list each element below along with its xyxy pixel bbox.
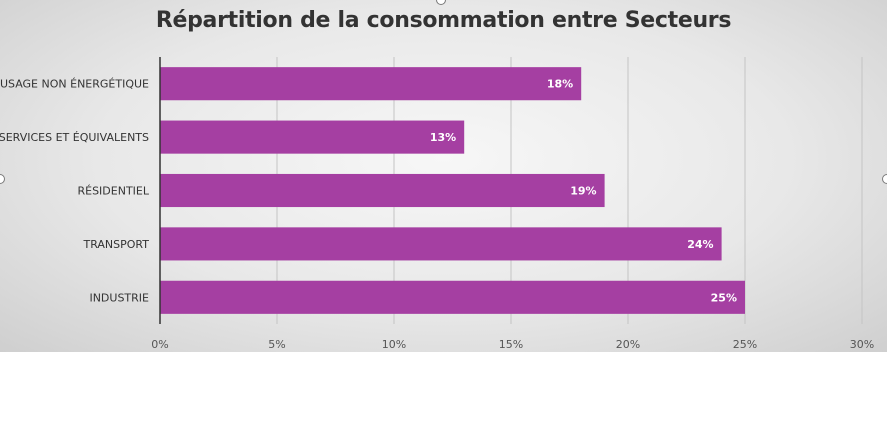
bar [160,120,465,154]
data-label: 18% [547,78,573,91]
chart-title: Répartition de la consommation entre Sec… [155,8,732,33]
bar-chart: 18% USAGE NON ÉNERGÉTIQUE 13% SERVICES ET É… [0,57,874,351]
bar [160,280,745,314]
x-tick-label: 25% [733,338,757,351]
category-label: INDUSTRIE [89,291,149,304]
category-label: USAGE NON ÉNERGÉTIQUE [0,78,149,91]
x-tick-label: 30% [850,338,874,351]
x-tick-label: 5% [268,338,285,351]
x-tick-label: 0% [151,338,168,351]
bar [160,227,722,261]
data-label: 24% [687,238,713,251]
category-label: TRANSPORT [82,238,149,251]
x-tick-label: 20% [616,338,640,351]
data-label: 19% [570,185,596,198]
x-tick-label: 10% [382,338,406,351]
data-label: 25% [711,291,737,304]
x-tick-label: 15% [499,338,523,351]
right-resize-handle[interactable] [882,174,887,184]
chart-area: Répartition de la consommation entre Sec… [0,0,887,352]
bar [160,173,605,208]
category-label: RÉSIDENTIEL [77,185,149,198]
data-label: 13% [430,131,456,144]
category-label: SERVICES ET ÉQUIVALENTS [0,131,149,144]
bar [160,67,582,101]
